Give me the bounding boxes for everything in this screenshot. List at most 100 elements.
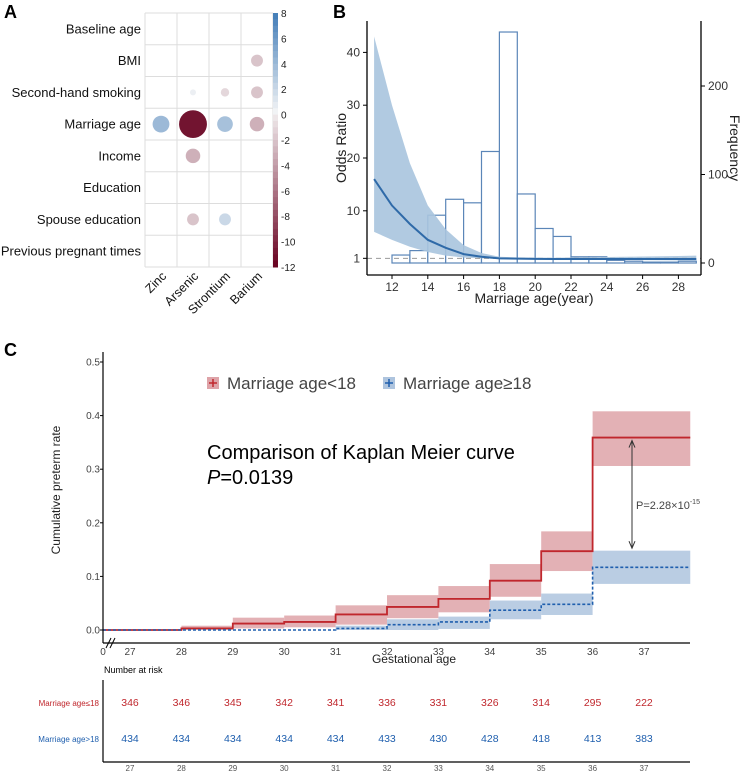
survival-step-line [103, 436, 691, 631]
colorbar-segment [273, 228, 278, 236]
colorbar-segment [273, 235, 278, 243]
colorbar-segment [273, 260, 278, 268]
x-tick-label: 35 [536, 647, 548, 658]
colorbar-segment [273, 13, 278, 20]
x-tick-label: 31 [330, 647, 342, 658]
risk-time-label: 30 [280, 764, 289, 772]
risk-count: 346 [173, 697, 191, 709]
x-tick-label: 14 [421, 280, 435, 294]
p-symbol: P [207, 467, 221, 489]
panel-c-kaplan-meier-plot: 0.0 0.1 0.2 0.3 0.4 0.5 0 27 28 29 30 31 32 33 34 35 36 3… [38, 352, 700, 772]
risk-count: 336 [378, 697, 396, 709]
row-label: Education [83, 180, 141, 195]
legend-key-line [209, 379, 217, 387]
colorbar-tick-label: 0 [281, 111, 287, 122]
colorbar-segment [273, 51, 278, 58]
colorbar-segment [273, 247, 278, 255]
x-tick-label: 28 [672, 280, 686, 294]
confidence-band-step [335, 625, 387, 630]
colorbar-segment [273, 140, 278, 147]
histogram-bar [391, 254, 411, 264]
y-tick-label: 0.0 [86, 626, 100, 637]
x-tick-label: 36 [587, 647, 599, 658]
x-axis-title: Marriage age(year) [474, 290, 593, 306]
risk-count: 383 [635, 733, 653, 745]
x-axis-title: Gestational age [372, 652, 456, 666]
y2-tick-label: 0 [708, 256, 715, 270]
risk-count: 434 [173, 733, 191, 745]
correlation-circle [152, 115, 170, 133]
y-tick-label: 0.3 [86, 465, 100, 476]
colorbar-segment [273, 19, 278, 27]
colorbar-tick-label: -2 [281, 136, 290, 147]
x-tick-label: 32 [381, 647, 393, 658]
risk-count: 434 [224, 733, 242, 745]
y2-tick-label: 200 [708, 79, 728, 93]
comparison-p-base: P=2.28×10 [636, 500, 690, 512]
x-tick-label: 26 [636, 280, 650, 294]
risk-count: 433 [378, 733, 396, 745]
arrowheads-icon [628, 439, 636, 550]
legend-key-line [385, 379, 393, 387]
comparison-p-exponent: -15 [690, 499, 700, 506]
legend-label: Marriage age<18 [227, 374, 356, 393]
annotation-p-value: P=0.0139 [207, 467, 293, 489]
colorbar-tick-label: -8 [281, 212, 290, 223]
risk-time-label: 35 [537, 764, 546, 772]
colorbar-segment [273, 184, 278, 192]
legend: Marriage age<18 Marriage age≥18 [207, 374, 531, 393]
x-tick-label: 16 [457, 280, 471, 294]
colorbar-tick-label: 6 [281, 34, 287, 45]
histogram-bar [677, 260, 697, 264]
colorbar-segment [273, 197, 278, 204]
colorbar-segment [273, 101, 278, 109]
risk-count: 331 [430, 697, 448, 709]
risk-time-label: 36 [588, 764, 597, 772]
colorbar-segment [273, 120, 278, 128]
colorbar-segment [273, 127, 278, 135]
x-tick-label: 24 [600, 280, 614, 294]
risk-time-label: 37 [640, 764, 649, 772]
y-tick-label: 10 [347, 204, 361, 218]
risk-count: 413 [584, 733, 602, 745]
colorbar-segment [273, 152, 278, 160]
colorbar-segment [273, 95, 278, 103]
confidence-band-step [541, 593, 593, 615]
legend-label: Marriage age≥18 [403, 374, 531, 393]
correlation-circle [251, 86, 263, 99]
comparison-p-value: P=2.28×10-15 [636, 499, 700, 512]
row-label: Income [98, 148, 141, 163]
x-tick-label: 27 [124, 647, 136, 658]
colorbar-segment [273, 82, 278, 90]
correlation-circle [190, 89, 196, 96]
colorbar-tick-label: 2 [281, 85, 287, 96]
risk-time-label: 28 [177, 764, 186, 772]
correlation-circle [220, 88, 230, 97]
risk-count: 295 [584, 697, 602, 709]
colorbar-segment [273, 76, 278, 84]
risk-count: 345 [224, 697, 242, 709]
confidence-band [374, 36, 697, 261]
x-tick-label: 28 [176, 647, 188, 658]
colorbar-segment [273, 108, 278, 116]
y-tick-label: 30 [347, 98, 361, 112]
colorbar-segment [273, 133, 278, 141]
risk-count: 342 [275, 697, 293, 709]
risk-time-label: 32 [383, 764, 392, 772]
colorbar-segment [273, 25, 278, 33]
risk-time-label: 33 [434, 764, 443, 772]
x-tick-label: 33 [433, 647, 445, 658]
histogram-bar [659, 261, 679, 264]
x-tick-label: 18 [493, 280, 507, 294]
x-tick-label: 12 [385, 280, 399, 294]
x-tick-label: 29 [227, 647, 239, 658]
correlation-circle [179, 110, 207, 139]
correlation-circle [187, 213, 199, 226]
risk-count: 326 [481, 697, 499, 709]
correlation-circle [219, 213, 231, 226]
histogram-bar [624, 260, 644, 264]
risk-count: 430 [430, 733, 448, 745]
row-label: Previous pregnant times [1, 244, 142, 259]
colorbar-tick-label: 8 [281, 9, 287, 20]
